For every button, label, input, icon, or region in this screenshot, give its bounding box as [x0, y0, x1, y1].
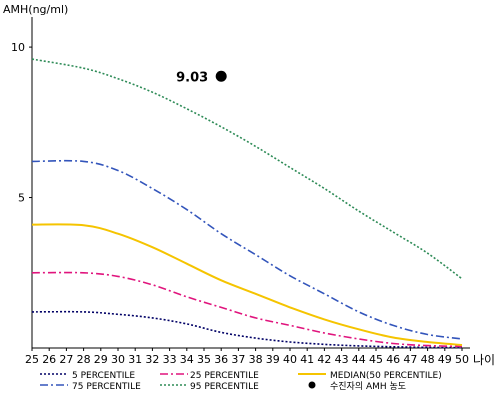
- x-tick-label: 30: [111, 353, 125, 366]
- x-tick-label: 26: [42, 353, 56, 366]
- x-tick-label: 31: [128, 353, 142, 366]
- x-tick-label: 36: [214, 353, 228, 366]
- x-tick-label: 43: [335, 353, 349, 366]
- legend-label: 75 PERCENTILE: [72, 382, 141, 392]
- x-tick-label: 32: [145, 353, 159, 366]
- x-tick-label: 29: [94, 353, 108, 366]
- ticks: 25 26 27 28 29 30 31 32 33 34 35 36 37 38 39 40 41 42 43 44…: [11, 41, 469, 366]
- legend-item-amh: 수진자의 AMH 농도: [308, 381, 406, 392]
- x-tick-label: 47: [403, 353, 417, 366]
- x-tick-label: 27: [59, 353, 73, 366]
- x-tick-label: 44: [352, 353, 366, 366]
- series-line-5-percentile: [31, 310, 463, 349]
- x-tick-label: 38: [249, 353, 263, 366]
- x-tick-label: 45: [369, 353, 383, 366]
- x-tick-label: 49: [438, 353, 452, 366]
- axes: AMH(ng/ml) 나이: [3, 3, 495, 367]
- x-tick-label: 46: [386, 353, 400, 366]
- series-line-75-percentile: [31, 159, 463, 340]
- x-tick-label: 41: [300, 353, 314, 366]
- legend-label: MEDIAN(50 PERCENTILE): [330, 371, 442, 381]
- patient-marker: 9.03: [176, 70, 227, 85]
- x-tick-label: 28: [77, 353, 91, 366]
- legend-label: 수진자의 AMH 농도: [330, 381, 406, 392]
- series-line-median-50-percentile: [31, 223, 463, 346]
- x-tick-label: 48: [421, 353, 435, 366]
- legend-label: 95 PERCENTILE: [190, 382, 259, 392]
- x-tick-label: 34: [180, 353, 194, 366]
- y-tick-label: 5: [18, 192, 25, 205]
- legend-label: 25 PERCENTILE: [190, 371, 259, 381]
- legend-swatch: [308, 381, 316, 389]
- legend-label: 5 PERCENTILE: [72, 371, 135, 381]
- series-line-25-percentile: [31, 271, 463, 348]
- x-tick-label: 39: [266, 353, 280, 366]
- x-tick-label: 42: [317, 353, 331, 366]
- x-tick-label: 25: [25, 353, 39, 366]
- patient-amh-point: [215, 70, 227, 82]
- patient-amh-value-label: 9.03: [176, 70, 208, 85]
- x-axis-label: 나이: [473, 353, 495, 367]
- x-tick-label: 33: [163, 353, 177, 366]
- y-axis-label: AMH(ng/ml): [3, 3, 68, 16]
- legend-item-median-50-percentile: MEDIAN(50 PERCENTILE): [298, 371, 442, 381]
- legend: 5 PERCENTILE 25 PERCENTILE MEDIAN(50 PERCE…: [40, 371, 442, 392]
- legend-item-75-percentile: 75 PERCENTILE: [40, 382, 141, 392]
- x-tick-label: 35: [197, 353, 211, 366]
- legend-item-5-percentile: 5 PERCENTILE: [40, 371, 135, 381]
- legend-item-25-percentile: 25 PERCENTILE: [160, 371, 259, 381]
- x-tick-label: 37: [231, 353, 245, 366]
- y-tick-label: 10: [11, 41, 25, 54]
- series: [31, 58, 463, 349]
- legend-item-95-percentile: 95 PERCENTILE: [160, 382, 259, 392]
- x-tick-label: 50: [455, 353, 469, 366]
- x-tick-label: 40: [283, 353, 297, 366]
- series-line-95-percentile: [31, 58, 463, 280]
